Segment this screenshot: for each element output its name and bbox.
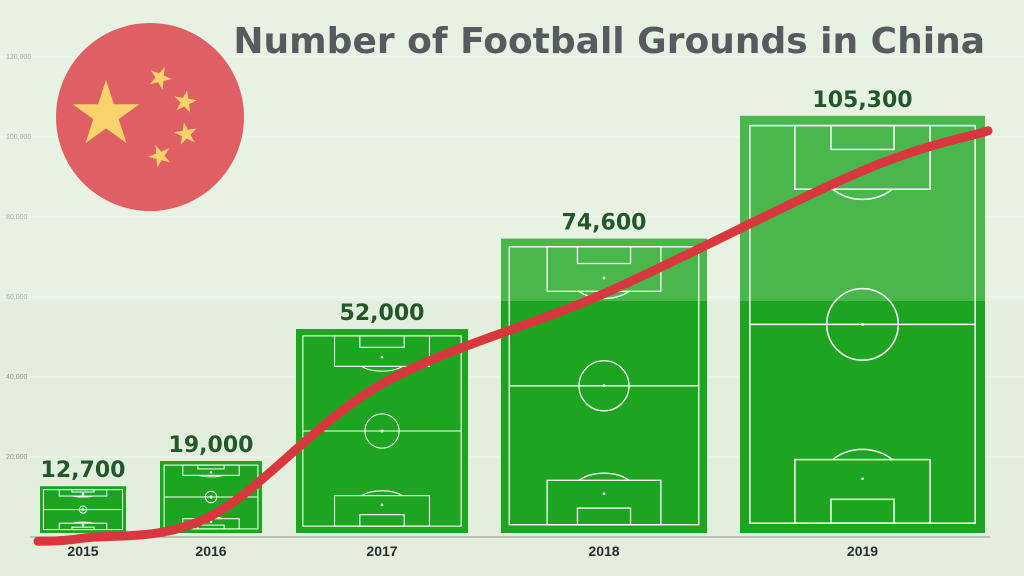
bar-2015	[40, 486, 126, 533]
chart-title: Number of Football Grounds in China	[233, 21, 985, 62]
bar-series	[0, 0, 1024, 534]
y-tick-label: 40,000	[6, 374, 28, 381]
y-tick-label: 20,000	[6, 454, 28, 461]
flag-small-star-icon	[174, 90, 197, 113]
value-labels: 12,700 19,000 52,000 74,600 105,300	[41, 88, 913, 483]
flag-big-star-icon	[72, 80, 140, 144]
value-label: 52,000	[340, 301, 425, 326]
y-tick-label: 120,000	[6, 54, 31, 61]
y-axis-tick-labels: 20,000 40,000 60,000 80,000 100,000 120,000	[6, 54, 31, 461]
x-tick-label: 2016	[195, 543, 226, 559]
flag-small-star-icon	[174, 122, 197, 145]
flag-small-star-icon	[148, 144, 171, 168]
x-tick-label: 2017	[366, 543, 397, 559]
bar-2017	[296, 329, 468, 533]
value-label: 19,000	[169, 433, 254, 458]
value-label: 105,300	[812, 88, 912, 113]
y-tick-label: 60,000	[6, 294, 28, 301]
x-tick-label: 2019	[847, 543, 878, 559]
upper-wash	[0, 0, 1024, 301]
flag-disc	[56, 23, 244, 211]
bar-2019	[740, 115, 985, 534]
value-label: 74,600	[562, 211, 647, 236]
trend-line	[33, 126, 993, 546]
x-axis-tick-labels: 2015 2016 2017 2018 2019	[67, 543, 878, 559]
x-tick-label: 2018	[588, 543, 619, 559]
china-flag-icon	[56, 23, 244, 211]
flag-stars	[72, 67, 197, 168]
y-tick-label: 80,000	[6, 214, 28, 221]
flag-small-star-icon	[149, 67, 172, 90]
x-tick-label: 2015	[67, 543, 98, 559]
bar-2018	[501, 238, 707, 533]
y-tick-label: 100,000	[6, 134, 31, 141]
value-label: 12,700	[41, 458, 126, 483]
